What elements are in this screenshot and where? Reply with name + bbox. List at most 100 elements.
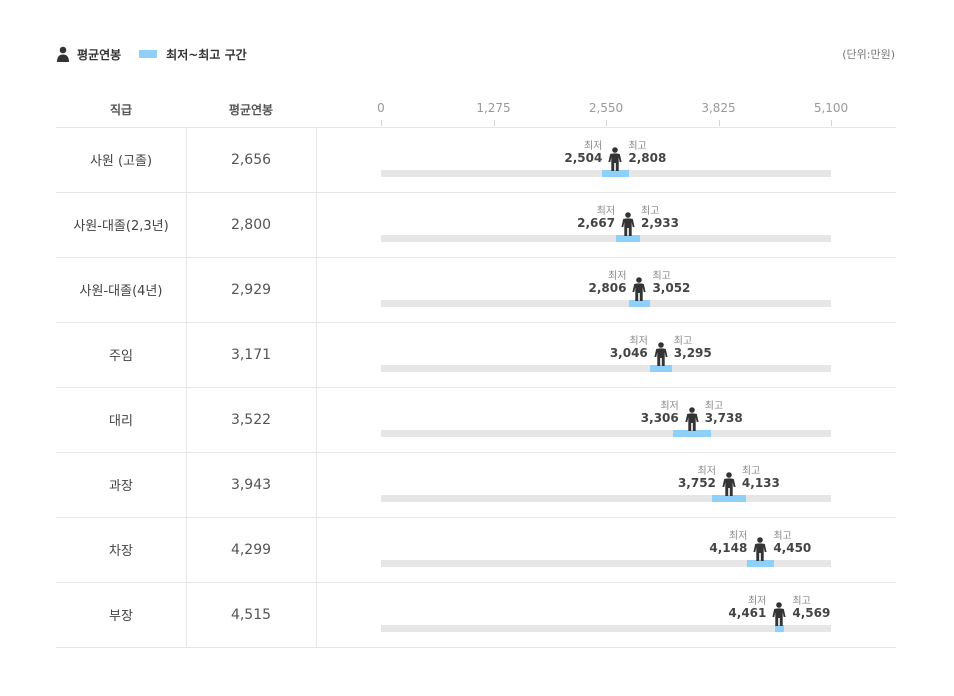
avg-person-marker: [721, 472, 737, 496]
min-value: 2,667: [577, 216, 616, 230]
avg-person-marker: [653, 342, 669, 366]
max-value: 3,052: [652, 281, 691, 295]
max-value: 4,450: [773, 541, 812, 555]
rank-cell: 주임: [109, 349, 133, 364]
max-caption: 최고: [641, 206, 660, 217]
avg-salary-cell: 2,929: [230, 281, 272, 298]
avg-person-marker: [684, 407, 700, 431]
avg-salary-cell: 4,515: [230, 606, 272, 623]
max-caption: 최고: [673, 336, 693, 347]
row-divider: [56, 517, 896, 518]
x-tick-mark: [719, 120, 720, 126]
legend: 평균연봉 최저~최고 구간: [56, 45, 247, 63]
range-track: [381, 430, 831, 437]
range-bar: [747, 560, 774, 567]
row-divider: [56, 582, 896, 583]
rank-cell: 부장: [109, 609, 133, 624]
row-divider: [56, 452, 896, 453]
max-caption: 최고: [741, 466, 761, 477]
rank-cell: 사원-대졸(4년): [79, 284, 163, 299]
x-tick-mark: [381, 120, 382, 126]
row-divider: [56, 192, 896, 193]
max-value: 4,133: [741, 476, 780, 490]
range-bar: [616, 235, 640, 242]
x-tick-mark: [606, 120, 607, 126]
column-header-rank: 직급: [109, 103, 133, 117]
range-track: [381, 625, 831, 632]
avg-salary-cell: 3,522: [230, 411, 272, 428]
range-track: [381, 365, 831, 372]
unit-label: (단위:만원): [842, 48, 895, 61]
column-divider: [316, 127, 317, 647]
range-bar: [649, 365, 672, 372]
avg-salary-cell: 4,299: [230, 541, 272, 558]
avg-salary-cell: 2,656: [230, 151, 272, 168]
x-tick-label: 1,275: [476, 101, 511, 115]
x-tick-mark: [494, 120, 495, 126]
min-caption: 최저: [697, 466, 716, 477]
min-value: 3,752: [677, 476, 716, 490]
rank-cell: 사원-대졸(2,3년): [73, 219, 169, 234]
min-caption: 최저: [660, 401, 679, 412]
row-divider: [56, 257, 896, 258]
max-caption: 최고: [792, 596, 811, 607]
min-value: 2,504: [564, 151, 603, 165]
min-value: 2,806: [588, 281, 627, 295]
avg-person-marker: [631, 277, 647, 301]
min-caption: 최저: [747, 596, 767, 607]
max-caption: 최고: [704, 401, 724, 412]
avg-person-marker: [771, 602, 787, 626]
min-value: 3,046: [609, 346, 648, 360]
x-tick-label: 0: [377, 101, 385, 115]
range-bar: [774, 625, 785, 632]
max-value: 3,295: [673, 346, 712, 360]
min-caption: 최저: [583, 141, 603, 152]
range-track: [381, 560, 831, 567]
row-divider: [56, 647, 896, 648]
min-caption: 최저: [728, 531, 748, 542]
range-track: [381, 300, 831, 307]
range-track: [381, 495, 831, 502]
min-value: 4,461: [728, 606, 767, 620]
min-caption: 최저: [608, 271, 627, 282]
avg-person-marker: [607, 147, 623, 171]
range-track: [381, 235, 831, 242]
max-value: 3,738: [704, 411, 743, 425]
x-tick-label: 3,825: [701, 101, 736, 115]
avg-salary-cell: 2,800: [230, 216, 272, 233]
avg-salary-cell: 3,943: [230, 476, 272, 493]
min-value: 3,306: [640, 411, 679, 425]
range-bar: [628, 300, 651, 307]
rank-cell: 차장: [109, 544, 133, 559]
column-header-avg: 평균연봉: [228, 103, 274, 117]
avg-salary-cell: 3,171: [230, 346, 272, 363]
rank-cell: 사원 (고졸): [89, 154, 153, 169]
max-caption: 최고: [628, 141, 647, 152]
max-value: 4,569: [792, 606, 831, 620]
x-tick-mark: [831, 120, 832, 126]
range-bar: [672, 430, 711, 437]
x-tick-label: 2,550: [588, 101, 624, 115]
row-divider: [56, 322, 896, 323]
person-icon: [57, 46, 69, 62]
max-value: 2,808: [628, 151, 667, 165]
avg-person-marker: [752, 537, 768, 561]
range-bar: [712, 495, 746, 502]
range-swatch: [139, 50, 158, 58]
max-caption: 최고: [652, 271, 671, 282]
legend-range-label: 최저~최고 구간: [166, 47, 247, 62]
rank-cell: 대리: [109, 414, 133, 429]
column-divider: [186, 127, 187, 647]
max-value: 2,933: [641, 216, 680, 230]
rank-cell: 과장: [109, 479, 133, 494]
min-caption: 최저: [629, 336, 648, 347]
x-tick-label: 5,100: [813, 101, 849, 115]
legend-avg-label: 평균연봉: [77, 47, 122, 62]
avg-person-marker: [620, 212, 636, 236]
range-bar: [601, 170, 629, 177]
min-value: 4,148: [709, 541, 748, 555]
max-caption: 최고: [773, 531, 792, 542]
row-divider: [56, 387, 896, 388]
min-caption: 최저: [596, 206, 616, 217]
row-divider: [56, 127, 896, 128]
